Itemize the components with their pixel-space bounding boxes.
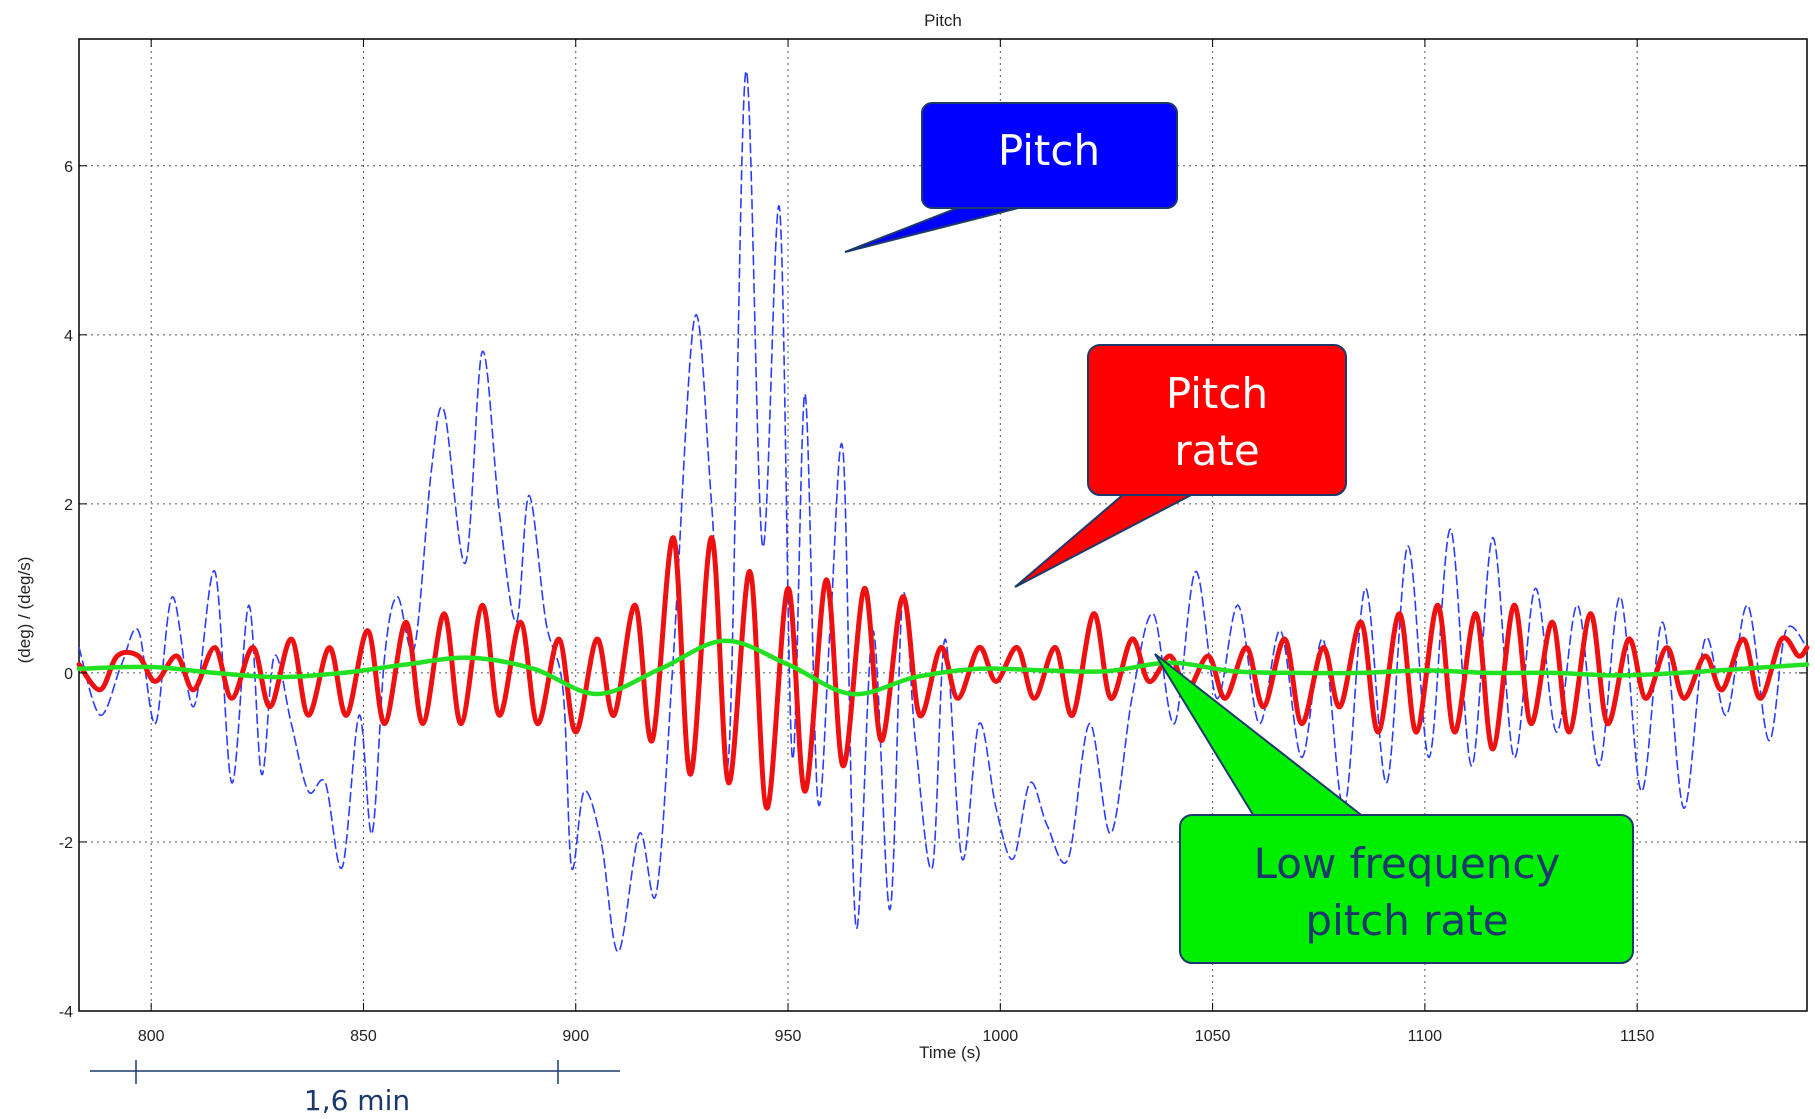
x-tick-label: 850: [350, 1028, 377, 1045]
callout-low-frequency-box: [1179, 814, 1634, 964]
callout-pitch-pointer: [844, 204, 1031, 253]
callout-pitch-box: [921, 102, 1178, 209]
scale-bar-label: 1,6 min: [304, 1084, 410, 1117]
x-axis-label: Time (s): [919, 1043, 981, 1062]
callout-low-frequency-line-2: pitch rate: [1305, 896, 1508, 945]
callout-low-frequency: Low frequency pitch rate: [1154, 653, 1634, 964]
callout-pitch-rate-box: [1087, 344, 1347, 496]
plot-frame: [78, 38, 1808, 1012]
series-layer: [76, 70, 1810, 953]
y-tick-label: -4: [59, 1004, 73, 1021]
series-low-frequency-line: [76, 638, 1810, 697]
x-tick-label: 1150: [1620, 1028, 1655, 1045]
x-tick-label: 800: [138, 1028, 165, 1045]
y-tick-label: 6: [64, 159, 73, 176]
x-tick-label: 1100: [1408, 1028, 1443, 1045]
x-tick-label: 1050: [1195, 1028, 1231, 1045]
y-tick-label: 4: [64, 328, 73, 345]
callout-pitch-rate-pointer: [1014, 492, 1196, 588]
callout-pitch-rate-line-1: Pitch: [1166, 369, 1268, 418]
y-tick-label: 2: [64, 497, 73, 514]
callout-pitch-rate: Pitch rate: [1014, 344, 1347, 588]
x-tick-label: 950: [775, 1028, 802, 1045]
chart-title: Pitch: [924, 11, 962, 30]
x-tick-label: 900: [562, 1028, 589, 1045]
y-tick-label: 0: [64, 666, 73, 683]
callout-pitch: Pitch: [844, 102, 1178, 253]
tick-labels: 800 850 900 950 1000 1050 1100 1150 -4 -2 0 2 4 6: [59, 39, 1807, 1045]
y-tick-label: -2: [59, 835, 73, 852]
series-pitch-line: [78, 70, 1808, 953]
callout-low-frequency-line-1: Low frequency: [1254, 839, 1561, 888]
y-axis-label: (deg) / (deg/s): [15, 557, 34, 664]
callout-pitch-text: Pitch: [998, 126, 1100, 175]
scale-bar: 1,6 min: [90, 1060, 620, 1117]
callout-pitch-rate-line-2: rate: [1174, 426, 1259, 475]
x-tick-label: 1000: [983, 1028, 1019, 1045]
